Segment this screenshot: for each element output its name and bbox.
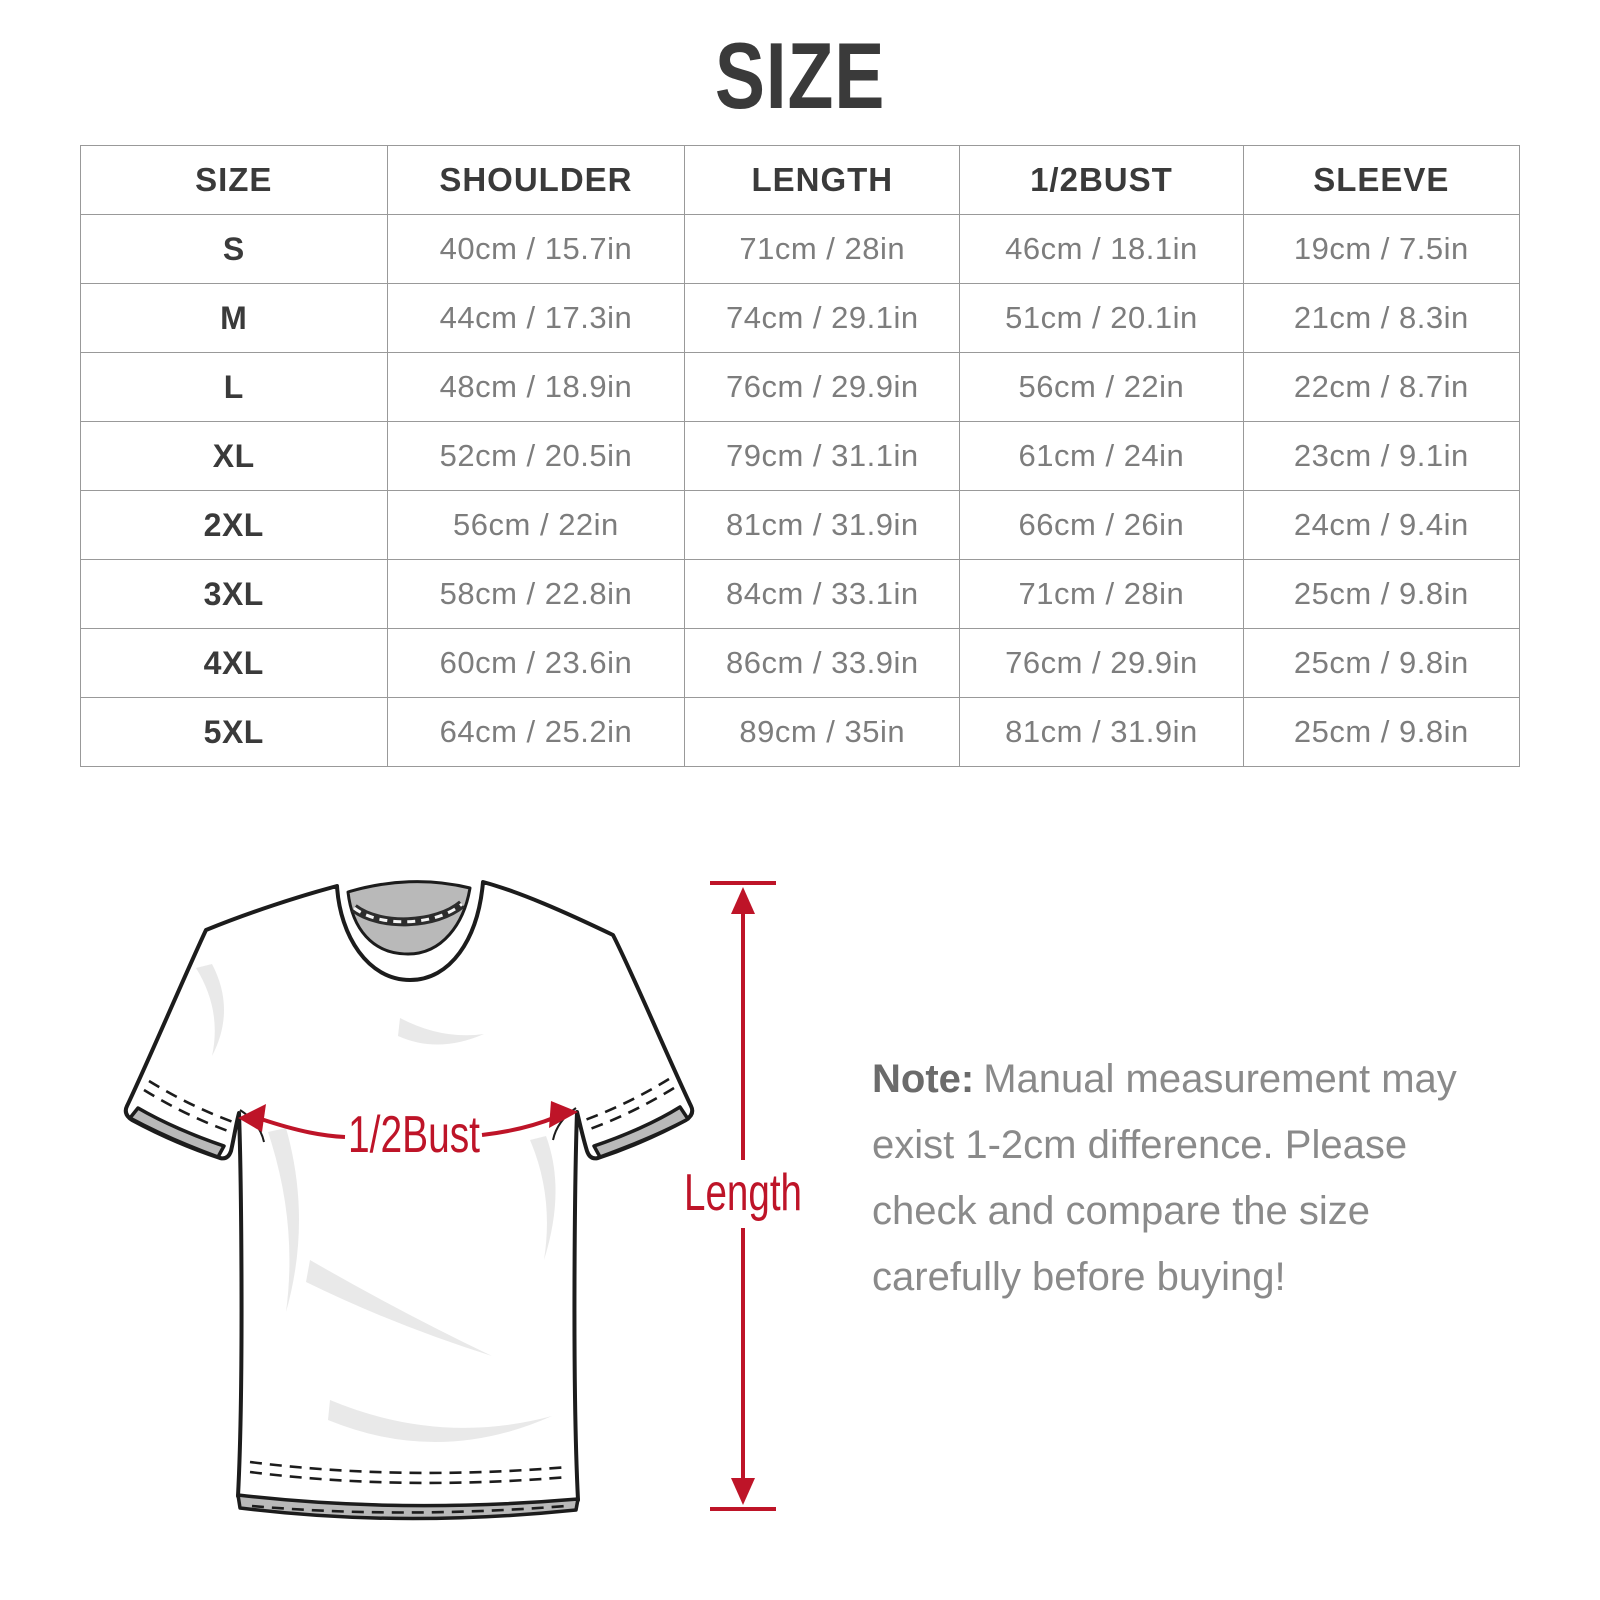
size-row-5xl: 5XL 64cm / 25.2in 89cm / 35in 81cm / 31.9in… [80, 697, 1521, 767]
measurement-value: 22cm / 8.7in [1242, 352, 1521, 422]
measurement-value: 76cm / 29.9in [684, 352, 961, 422]
size-table-body: S 40cm / 15.7in 71cm / 28in 46cm / 18.1in 19… [80, 214, 1521, 767]
size-table: SIZE SHOULDER LENGTH 1/2BUST SLEEVE S 40cm / … [80, 145, 1521, 767]
size-label: M [80, 283, 388, 353]
column-header-sleeve: SLEEVE [1242, 145, 1521, 215]
measurement-value: 66cm / 26in [959, 490, 1244, 560]
fold-shade [306, 1260, 492, 1356]
note-text-block: Note: Manual measurement may exist 1-2cm … [872, 1046, 1504, 1310]
right-cuff-stitch [584, 1077, 670, 1122]
measurement-value: 24cm / 9.4in [1242, 490, 1521, 560]
right-cuff-stitch [589, 1086, 675, 1131]
arrowhead-down-icon [731, 1478, 755, 1505]
measurement-value: 64cm / 25.2in [386, 697, 686, 767]
hem-band [236, 1493, 580, 1521]
arrowhead-right-icon [549, 1101, 578, 1128]
measurement-value: 23cm / 9.1in [1242, 421, 1521, 491]
measurement-value: 48cm / 18.9in [386, 352, 686, 422]
size-row-3xl: 3XL 58cm / 22.8in 84cm / 33.1in 71cm / 28in… [80, 559, 1521, 629]
measurement-value: 74cm / 29.1in [684, 283, 961, 353]
measurement-value: 44cm / 17.3in [386, 283, 686, 353]
right-cuff-band [592, 1105, 690, 1159]
bust-arrow-line-left [260, 1117, 346, 1139]
measurement-value: 71cm / 28in [684, 214, 961, 284]
measurement-value: 25cm / 9.8in [1242, 628, 1521, 698]
hem-band-stitch [251, 1504, 567, 1514]
size-row-l: L 48cm / 18.9in 76cm / 29.9in 56cm / 22in 22… [80, 352, 1521, 422]
fold-shade [328, 1400, 552, 1443]
measurement-value: 56cm / 22in [959, 352, 1244, 422]
measurement-value: 25cm / 9.8in [1242, 697, 1521, 767]
arrowhead-left-icon [238, 1104, 266, 1132]
measurement-value: 21cm / 8.3in [1242, 283, 1521, 353]
measurement-value: 56cm / 22in [386, 490, 686, 560]
column-header-size: SIZE [80, 145, 388, 215]
size-table-header: SIZE SHOULDER LENGTH 1/2BUST SLEEVE [80, 145, 1521, 215]
fold-shade [268, 1128, 299, 1312]
size-row-2xl: 2XL 56cm / 22in 81cm / 31.9in 66cm / 26in 24… [80, 490, 1521, 560]
measurement-value: 81cm / 31.9in [959, 697, 1244, 767]
column-header-1-2bust: 1/2BUST [959, 145, 1244, 215]
size-label: 2XL [80, 490, 388, 560]
measurement-value: 51cm / 20.1in [959, 283, 1244, 353]
measurement-value: 79cm / 31.1in [684, 421, 961, 491]
fold-shade [398, 1018, 484, 1045]
note-body: Manual measurement may exist 1-2cm diffe… [872, 1057, 1457, 1299]
measurement-value: 86cm / 33.9in [684, 628, 961, 698]
measurement-value: 46cm / 18.1in [959, 214, 1244, 284]
column-header-shoulder: SHOULDER [386, 145, 686, 215]
page-title: SIZE [714, 23, 886, 128]
measurement-value: 89cm / 35in [684, 697, 961, 767]
size-label: L [80, 352, 388, 422]
size-label: S [80, 214, 388, 284]
left-cuff-band [128, 1106, 226, 1159]
tshirt-measurement-diagram: 1/2Bust Length [123, 880, 800, 1521]
size-row-4xl: 4XL 60cm / 23.6in 86cm / 33.9in 76cm / 29.9… [80, 628, 1521, 698]
length-arrow: Length [684, 881, 800, 1511]
note-label: Note: [872, 1057, 975, 1101]
fold-shade [530, 1136, 556, 1260]
measurement-value: 52cm / 20.5in [386, 421, 686, 491]
size-row-xl: XL 52cm / 20.5in 79cm / 31.1in 61cm / 24in 2… [80, 421, 1521, 491]
measurement-value: 25cm / 9.8in [1242, 559, 1521, 629]
column-header-length: LENGTH [684, 145, 961, 215]
measurement-value: 71cm / 28in [959, 559, 1244, 629]
size-table-header-row: SIZE SHOULDER LENGTH 1/2BUST SLEEVE [80, 145, 1521, 215]
size-label: 4XL [80, 628, 388, 698]
fold-shade [196, 964, 224, 1056]
measurement-value: 60cm / 23.6in [386, 628, 686, 698]
measurement-value: 40cm / 15.7in [386, 214, 686, 284]
arrowhead-up-icon [731, 887, 755, 914]
left-cuff-stitch [143, 1088, 229, 1133]
left-cuff-stitch [148, 1079, 234, 1124]
measurement-value: 58cm / 22.8in [386, 559, 686, 629]
length-label: Length [684, 1164, 800, 1222]
size-row-m: M 44cm / 17.3in 74cm / 29.1in 51cm / 20.1in… [80, 283, 1521, 353]
size-row-s: S 40cm / 15.7in 71cm / 28in 46cm / 18.1in 19… [80, 214, 1521, 284]
measurement-value: 81cm / 31.9in [684, 490, 961, 560]
collar-rib-stitch [353, 902, 463, 924]
measurement-value: 84cm / 33.1in [684, 559, 961, 629]
half-bust-arrow: 1/2Bust [238, 1101, 578, 1164]
measurement-value: 61cm / 24in [959, 421, 1244, 491]
size-label: 5XL [80, 697, 388, 767]
measurement-value: 19cm / 7.5in [1242, 214, 1521, 284]
measurement-value: 76cm / 29.9in [959, 628, 1244, 698]
size-label: XL [80, 421, 388, 491]
half-bust-label: 1/2Bust [348, 1106, 480, 1164]
size-label: 3XL [80, 559, 388, 629]
